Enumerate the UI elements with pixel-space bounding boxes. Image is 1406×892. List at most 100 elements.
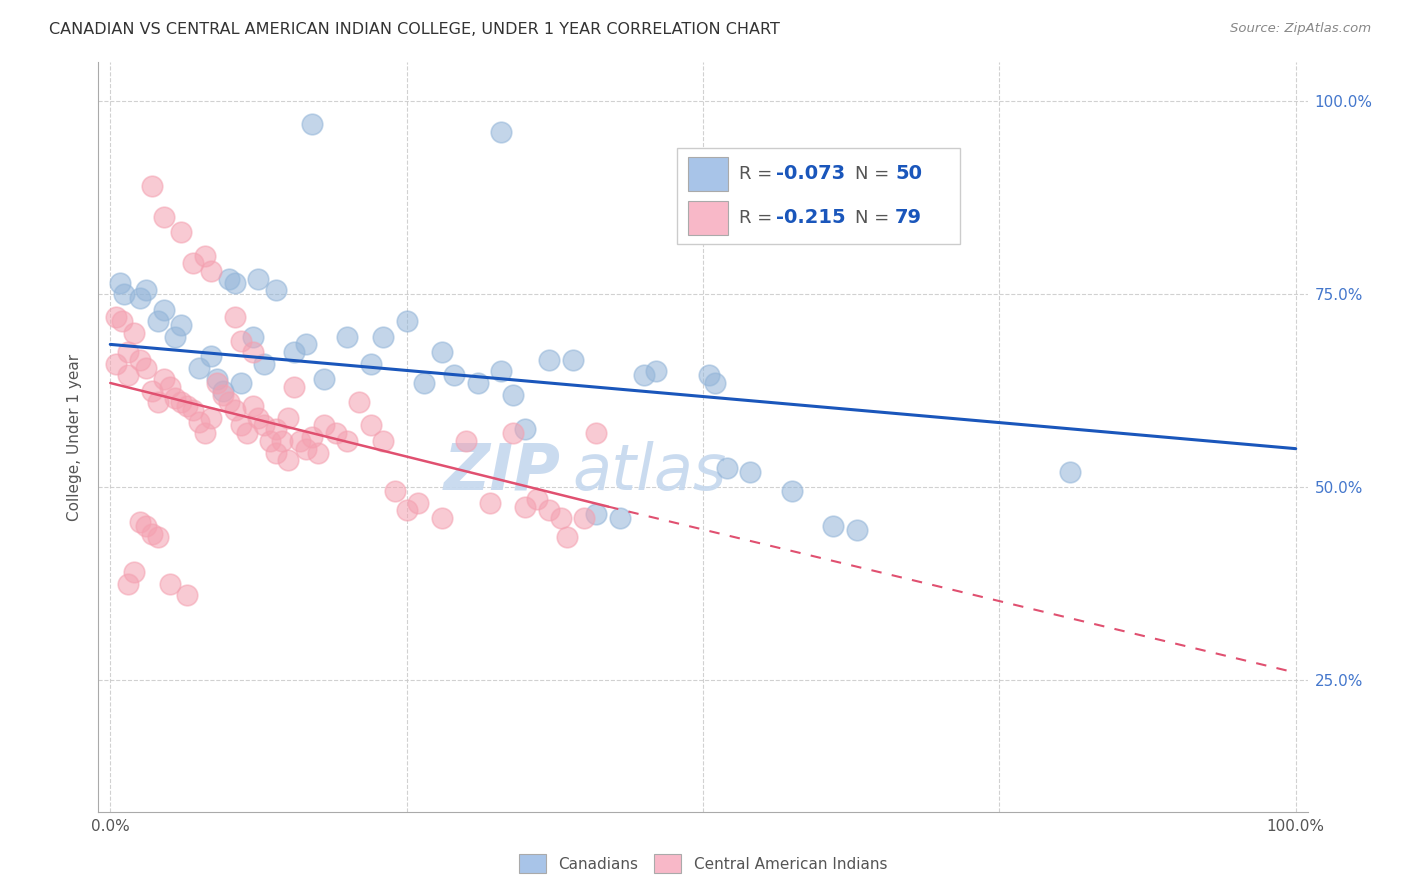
Point	[432, 345, 454, 359]
Point	[165, 392, 187, 406]
Point	[105, 310, 128, 325]
Point	[170, 226, 193, 240]
Point	[585, 426, 607, 441]
Point	[229, 376, 252, 390]
Point	[108, 276, 131, 290]
Text: ZIP: ZIP	[444, 441, 561, 503]
Point	[550, 511, 572, 525]
Point	[135, 283, 157, 297]
Text: -0.073: -0.073	[776, 164, 845, 183]
Point	[141, 179, 163, 194]
Point	[336, 329, 359, 343]
Point	[176, 589, 198, 603]
Point	[413, 376, 436, 390]
Text: R =: R =	[740, 209, 779, 227]
Point	[129, 515, 152, 529]
Y-axis label: College, Under 1 year: College, Under 1 year	[67, 353, 83, 521]
Point	[515, 422, 537, 436]
Point	[181, 403, 204, 417]
Point	[1059, 465, 1081, 479]
Text: atlas: atlas	[572, 441, 727, 503]
Point	[152, 372, 174, 386]
Point	[242, 345, 264, 359]
Point	[644, 364, 666, 378]
Point	[114, 287, 136, 301]
Point	[574, 511, 596, 525]
Point	[135, 519, 157, 533]
Point	[395, 314, 418, 328]
Point	[170, 318, 193, 332]
Point	[235, 426, 257, 441]
Point	[165, 329, 187, 343]
Point	[212, 387, 235, 401]
Point	[609, 511, 631, 525]
Text: 50: 50	[896, 164, 922, 183]
Point	[716, 461, 738, 475]
Point	[347, 395, 370, 409]
Point	[117, 368, 139, 383]
Point	[555, 531, 578, 545]
Point	[141, 526, 163, 541]
Point	[384, 484, 406, 499]
Point	[780, 484, 803, 499]
Point	[242, 329, 264, 343]
Bar	[689, 201, 728, 235]
Point	[122, 326, 145, 340]
Point	[277, 453, 299, 467]
Point	[170, 395, 193, 409]
Point	[454, 434, 477, 448]
Point	[117, 577, 139, 591]
Point	[264, 283, 287, 297]
Point	[301, 430, 323, 444]
Point	[371, 329, 394, 343]
Point	[432, 511, 454, 525]
Point	[141, 384, 163, 398]
Point	[491, 125, 513, 139]
Point	[129, 352, 152, 367]
Point	[585, 508, 607, 522]
Point	[111, 314, 134, 328]
Point	[194, 426, 217, 441]
Point	[129, 291, 152, 305]
Point	[515, 500, 537, 514]
Point	[247, 271, 270, 285]
Point	[846, 523, 869, 537]
Point	[395, 503, 418, 517]
Point	[336, 434, 359, 448]
Point	[295, 442, 318, 456]
Point	[229, 418, 252, 433]
Point	[561, 352, 583, 367]
Point	[443, 368, 465, 383]
Point	[146, 531, 169, 545]
Point	[122, 566, 145, 580]
Point	[212, 384, 235, 398]
Point	[200, 410, 222, 425]
Point	[633, 368, 655, 383]
Point	[242, 399, 264, 413]
Text: R =: R =	[740, 165, 779, 183]
Point	[176, 399, 198, 413]
Point	[146, 395, 169, 409]
Text: Source: ZipAtlas.com: Source: ZipAtlas.com	[1230, 22, 1371, 36]
Point	[253, 418, 276, 433]
Text: CANADIAN VS CENTRAL AMERICAN INDIAN COLLEGE, UNDER 1 YEAR CORRELATION CHART: CANADIAN VS CENTRAL AMERICAN INDIAN COLL…	[49, 22, 780, 37]
Point	[135, 360, 157, 375]
Point	[502, 387, 524, 401]
Point	[264, 445, 287, 459]
Point	[697, 368, 720, 383]
Point	[105, 357, 128, 371]
Point	[740, 465, 762, 479]
Point	[229, 334, 252, 348]
Point	[194, 248, 217, 262]
Point	[408, 496, 430, 510]
Point	[218, 395, 240, 409]
Point	[283, 380, 305, 394]
Point	[283, 345, 305, 359]
Point	[360, 357, 382, 371]
Point	[188, 415, 211, 429]
Point	[253, 357, 276, 371]
Point	[307, 445, 329, 459]
Point	[271, 434, 294, 448]
Point	[247, 410, 270, 425]
Point	[325, 426, 347, 441]
